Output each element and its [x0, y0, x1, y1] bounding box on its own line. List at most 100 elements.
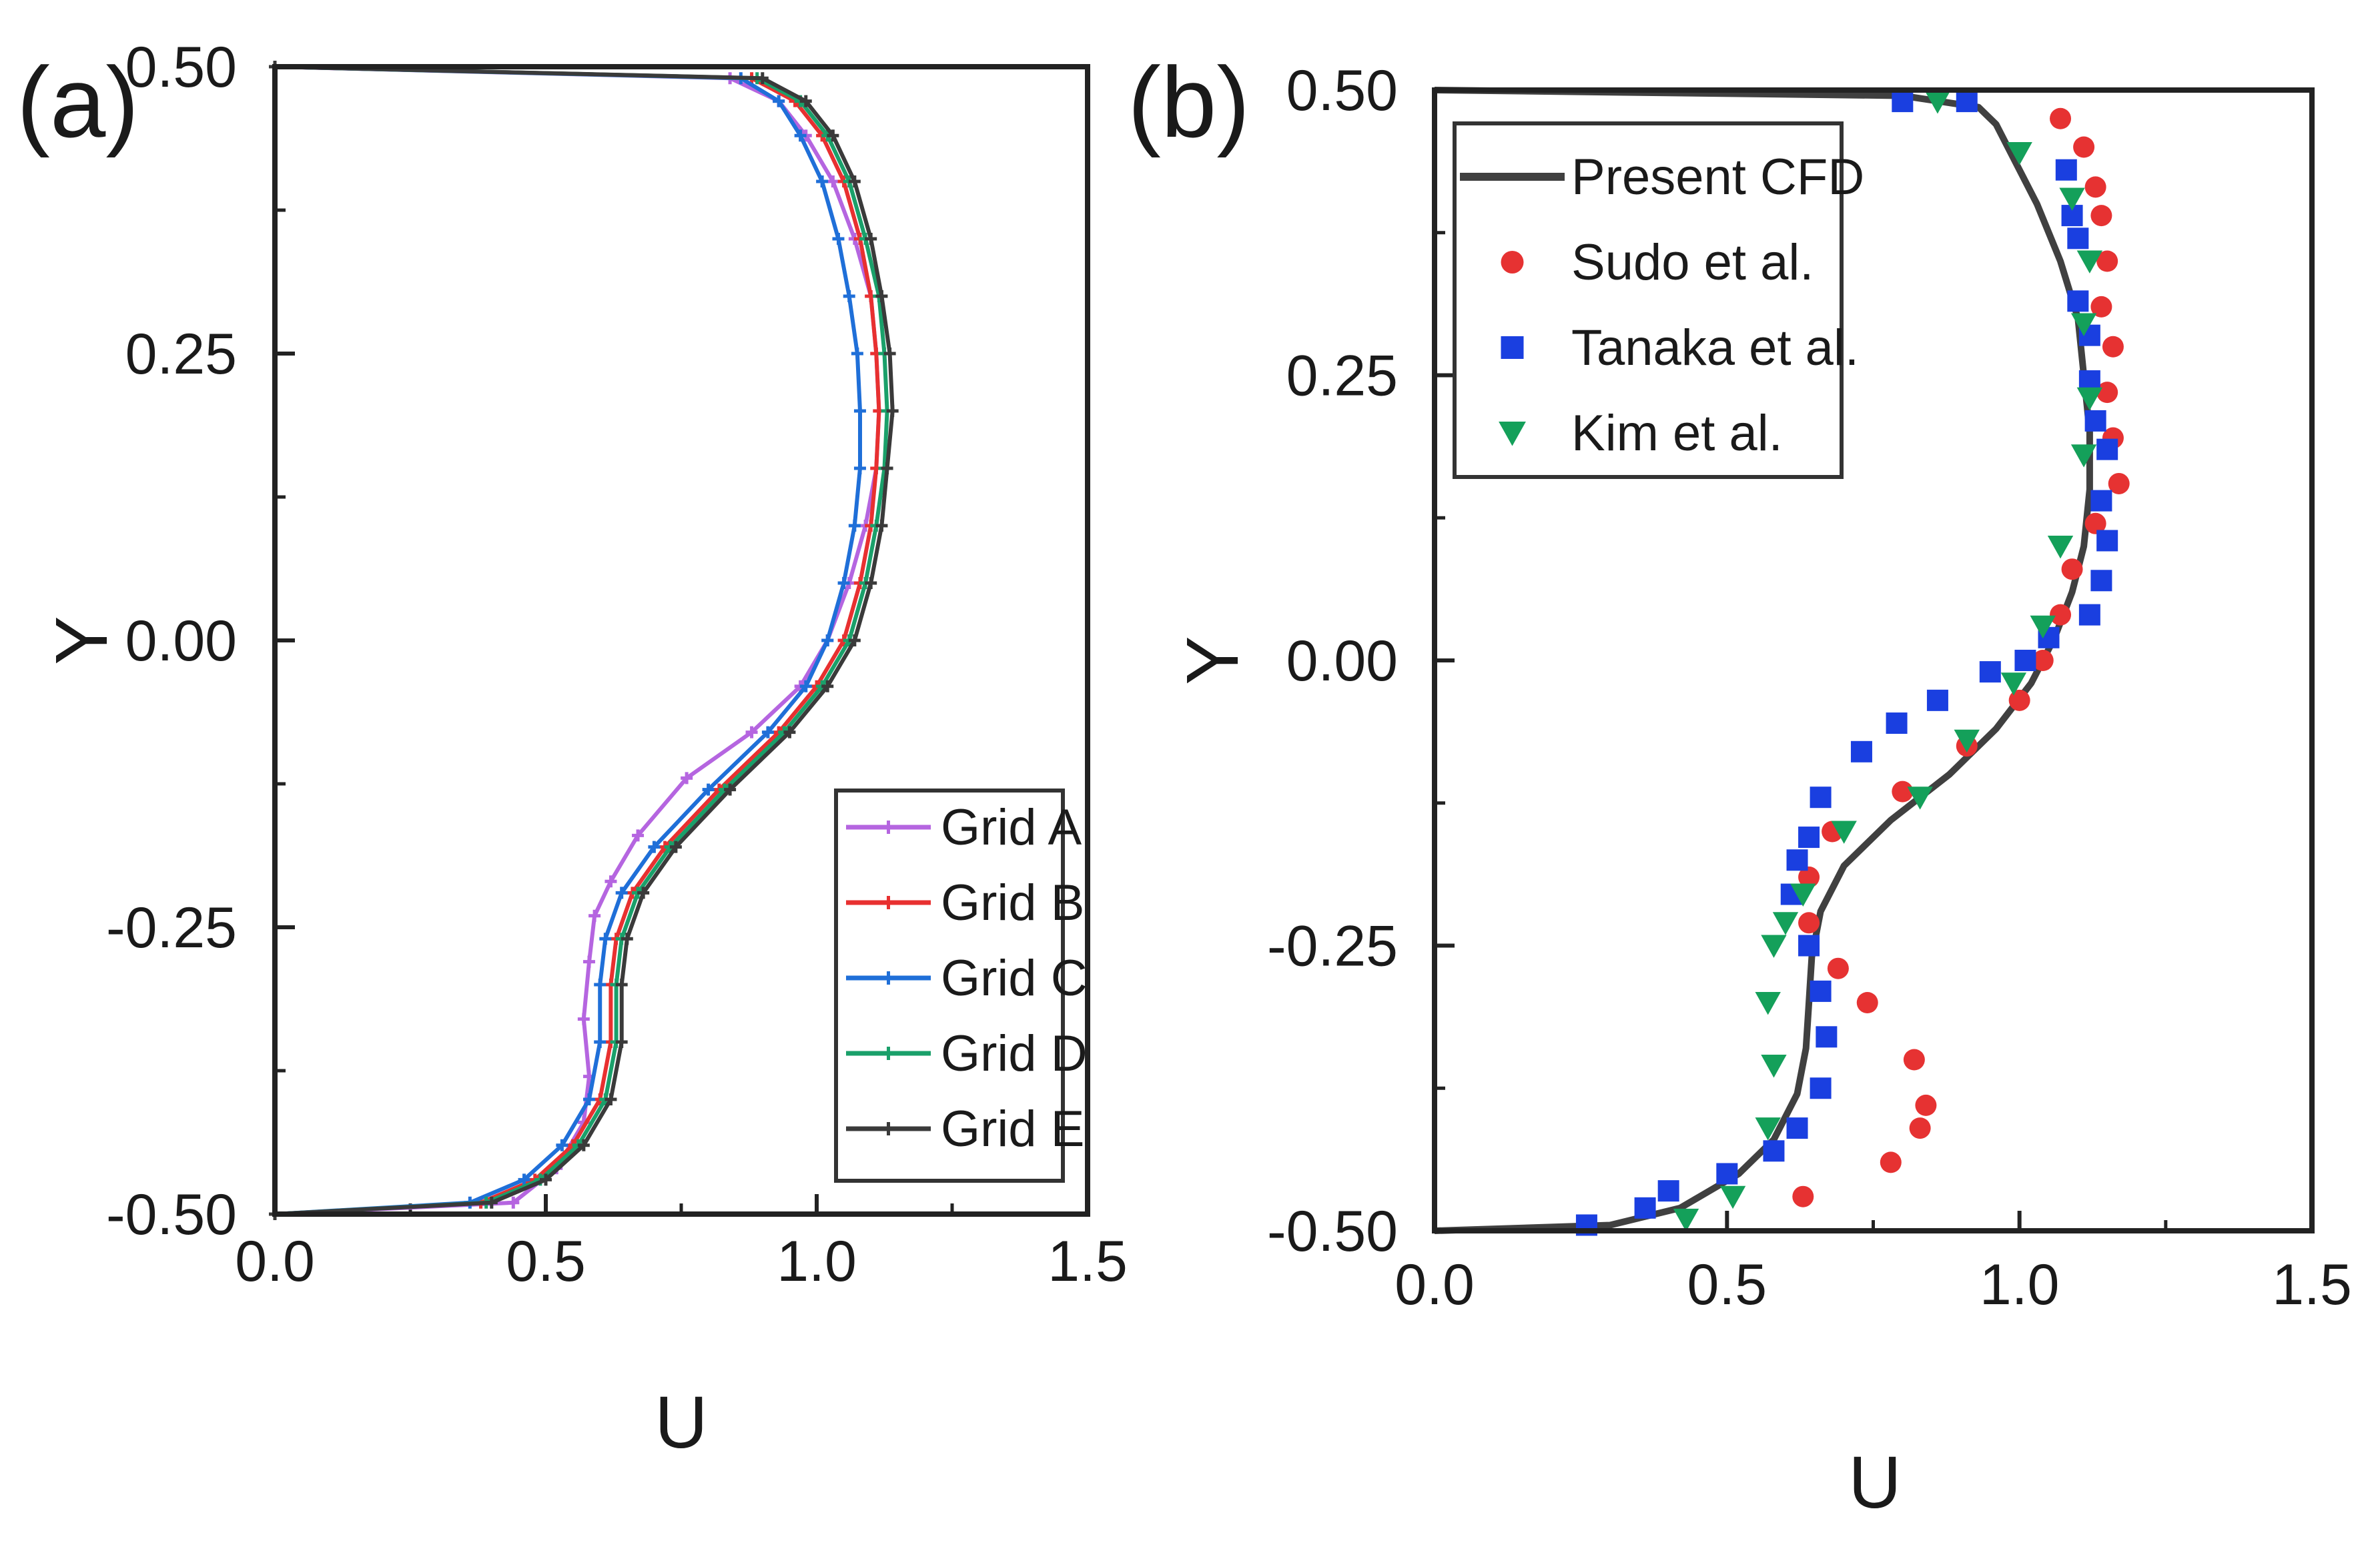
data-point-grid-e	[821, 680, 834, 692]
panel-b-ticks: 0.0 0.5 1.0 1.5 0.50 0.25 0.00 -0.25 -0.50	[1267, 59, 2352, 1317]
data-point-kim-et-al	[1755, 992, 1781, 1015]
data-point-sudo-et-al	[2008, 689, 2030, 711]
panel-b-label: (b)	[1128, 46, 1250, 158]
legend-swatch-marker-grid-e	[881, 1122, 895, 1135]
y-tick-label: -0.50	[1267, 1199, 1398, 1263]
x-tick-label: 0.0	[235, 1229, 315, 1294]
legend-label-grid-e: Grid E	[941, 1101, 1084, 1157]
data-point-tanaka-et-al	[1926, 689, 1948, 711]
series-tanaka-et-al	[1575, 91, 2118, 1236]
data-point-grid-c	[761, 726, 774, 738]
legend-label-present-cfd: Present CFD	[1571, 149, 1864, 205]
data-point-grid-e	[848, 634, 861, 646]
data-point-grid-e	[637, 887, 650, 899]
data-point-grid-c	[615, 887, 628, 899]
data-point-sudo-et-al	[1892, 781, 1914, 803]
data-point-sudo-et-al	[1903, 1049, 1925, 1071]
data-point-tanaka-et-al	[1886, 712, 1908, 734]
panel-a-ticks: 0.0 0.5 1.0 1.5 0.50 0.25 0.00 -0.25 -0.50	[106, 35, 1128, 1294]
data-point-grid-c	[599, 933, 612, 945]
series-line-present-cfd	[1434, 87, 2093, 1234]
data-point-kim-et-al	[1790, 883, 1816, 907]
legend-label-grid-c: Grid C	[941, 950, 1088, 1007]
panel-b-plot-frame	[1432, 87, 2315, 1233]
y-tick-label: 0.00	[1286, 629, 1398, 693]
legend-swatch-marker-grid-b	[881, 896, 895, 909]
y-tick-label: 0.25	[125, 322, 237, 386]
panel-a-ylabel: Y	[41, 616, 123, 664]
data-point-grid-c	[594, 979, 607, 991]
y-tick-label: 0.25	[1286, 344, 1398, 408]
data-point-grid-c	[821, 634, 834, 646]
data-point-grid-a	[745, 726, 758, 738]
series-line-grid-b	[274, 65, 881, 1216]
data-point-sudo-et-al	[2073, 136, 2095, 158]
data-point-kim-et-al	[2059, 187, 2085, 211]
x-tick-label: 0.5	[506, 1229, 586, 1294]
y-tick-label: -0.25	[1267, 915, 1398, 979]
data-point-kim-et-al	[1719, 1185, 1746, 1209]
data-point-grid-e	[724, 783, 737, 796]
data-point-grid-c	[648, 841, 661, 853]
data-point-tanaka-et-al	[1657, 1180, 1679, 1202]
data-point-tanaka-et-al	[2096, 438, 2118, 460]
data-point-kim-et-al	[2000, 672, 2027, 696]
data-point-grid-c	[853, 405, 866, 417]
data-point-tanaka-et-al	[2055, 159, 2077, 181]
data-point-grid-a	[681, 772, 693, 785]
x-tick-label: 1.0	[1980, 1253, 2060, 1317]
data-point-kim-et-al	[2047, 536, 2074, 559]
data-point-grid-e	[577, 1139, 590, 1151]
y-tick-label: 0.50	[125, 35, 237, 99]
legend-label-sudo-et-al: Sudo et al.	[1571, 234, 1814, 291]
data-point-grid-c	[848, 520, 861, 532]
series-kim-et-al	[1673, 91, 2103, 1232]
series-line-grid-a	[274, 65, 881, 1216]
data-point-sudo-et-al	[2050, 604, 2072, 626]
data-point-grid-e	[615, 1036, 628, 1048]
panel-b-xlabel: U	[1848, 1442, 1901, 1524]
panel-a-legend: Grid A Grid B Grid C Grid D Grid E	[834, 789, 1088, 1183]
data-point-grid-e	[799, 95, 812, 107]
legend-label-grid-a: Grid A	[941, 799, 1082, 856]
data-point-sudo-et-al	[2090, 296, 2112, 318]
data-point-grid-e	[485, 1196, 498, 1209]
data-point-grid-e	[886, 405, 899, 417]
data-point-grid-e	[827, 129, 839, 142]
data-point-grid-c	[816, 175, 829, 187]
data-point-grid-c	[582, 1093, 595, 1105]
data-point-tanaka-et-al	[2014, 650, 2036, 671]
series-grid-a	[269, 61, 885, 1220]
data-point-grid-a	[577, 1013, 590, 1025]
data-point-grid-a	[582, 955, 595, 968]
data-point-grid-c	[853, 462, 866, 474]
y-tick-label: 0.50	[1286, 59, 1398, 123]
data-point-grid-a	[605, 875, 617, 888]
data-point-grid-a	[507, 1196, 520, 1209]
legend-swatch-marker-grid-c	[881, 971, 895, 985]
data-point-tanaka-et-al	[2096, 530, 2118, 552]
series-grid-e	[269, 61, 899, 1220]
panel-a-xlabel: U	[655, 1382, 707, 1464]
series-sudo-et-al	[1792, 107, 2130, 1207]
data-point-kim-et-al	[1772, 912, 1799, 935]
data-point-tanaka-et-al	[1979, 661, 2001, 683]
data-point-grid-a	[827, 175, 839, 187]
data-point-grid-c	[851, 348, 863, 360]
legend-swatch-marker-tanaka-et-al	[1501, 336, 1524, 359]
data-point-grid-e	[783, 726, 796, 738]
data-point-tanaka-et-al	[1810, 787, 1832, 809]
data-point-sudo-et-al	[1827, 957, 1849, 979]
data-point-sudo-et-al	[1798, 912, 1820, 934]
data-point-tanaka-et-al	[1786, 849, 1808, 871]
data-point-tanaka-et-al	[2067, 227, 2089, 249]
data-point-kim-et-al	[1761, 1055, 1787, 1078]
series-line-grid-d	[274, 65, 889, 1216]
data-point-kim-et-al	[2070, 444, 2097, 468]
data-point-grid-e	[865, 233, 877, 245]
data-point-tanaka-et-al	[2090, 570, 2112, 592]
panel-b-ylabel: Y	[1172, 636, 1254, 684]
data-point-sudo-et-al	[1909, 1117, 1931, 1139]
panel-a: (a) 0.0 0.5 1.0 1.5 0.50 0.25 0.00 -0.25 -0.50 U…	[17, 35, 1128, 1464]
data-point-grid-c	[556, 1139, 568, 1151]
